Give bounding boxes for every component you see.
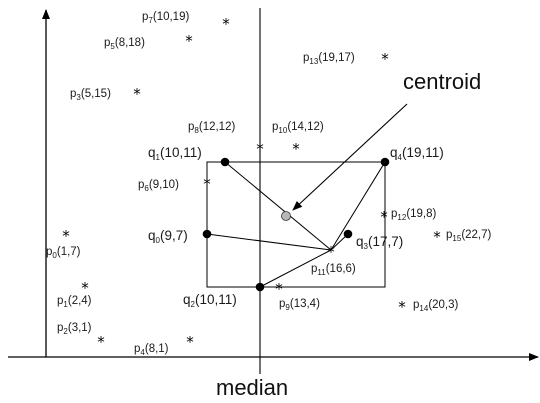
p3-label: p3(5,15) — [70, 88, 111, 102]
p4-label: p4(8,1) — [134, 343, 169, 357]
q0-marker — [202, 229, 212, 239]
p15-marker: * — [433, 228, 441, 246]
p9-marker: * — [275, 280, 283, 298]
q1-marker — [220, 157, 230, 167]
edge-q4-p11 — [330, 161, 386, 251]
p5-marker: * — [185, 32, 193, 50]
q1-label: q1(10,11) — [148, 145, 202, 162]
p7-marker: * — [222, 15, 230, 33]
p12-label: p12(19,8) — [391, 208, 437, 222]
q3-marker — [343, 229, 353, 239]
p8-marker: * — [256, 140, 264, 158]
p6-marker: * — [203, 175, 211, 193]
p14-marker: * — [398, 298, 406, 316]
p9-label: p9(13,4) — [279, 298, 320, 312]
p13-marker: * — [381, 50, 389, 68]
edge-q1-p11 — [224, 161, 332, 251]
centroid-point — [281, 211, 291, 221]
centroid-label: centroid — [403, 69, 481, 94]
p2-marker: * — [97, 333, 105, 351]
bounding-rectangle — [206, 161, 386, 288]
p10-label: p10(14,12) — [272, 121, 324, 135]
q4-label: q4(19,11) — [390, 145, 444, 162]
median-label: median — [216, 375, 288, 400]
p15-label: p15(22,7) — [446, 229, 492, 243]
p13-label: p13(19,17) — [303, 52, 355, 66]
p8-label: p8(12,12) — [188, 121, 235, 135]
p11-marker: * — [327, 243, 335, 261]
p0-label: p0(1,7) — [46, 246, 81, 260]
centroid-arrow — [292, 103, 408, 211]
p11-label: p11(16,6) — [311, 263, 356, 277]
p7-label: p7(10,19) — [142, 11, 189, 25]
p1-label: p1(2,4) — [57, 295, 92, 309]
edge-q2-p11 — [259, 249, 332, 288]
edge-q0-p11 — [206, 233, 332, 251]
q4-marker — [380, 157, 390, 167]
q2-marker — [255, 282, 265, 292]
p2-label: p2(3,1) — [57, 322, 92, 336]
q0-label: q0(9,7) — [148, 228, 188, 245]
p1-marker: * — [81, 279, 89, 297]
p3-marker: * — [133, 85, 141, 103]
p12-marker: * — [380, 208, 388, 226]
p5-label: p5(8,18) — [104, 37, 145, 51]
q2-label: q2(10,11) — [183, 292, 237, 309]
p4-marker: * — [186, 333, 194, 351]
q3-label: q3(17,7) — [356, 234, 403, 251]
p0-marker: * — [62, 227, 70, 245]
p6-label: p6(9,10) — [138, 179, 179, 193]
p14-label: p14(20,3) — [413, 299, 459, 313]
p10-marker: * — [292, 140, 300, 158]
